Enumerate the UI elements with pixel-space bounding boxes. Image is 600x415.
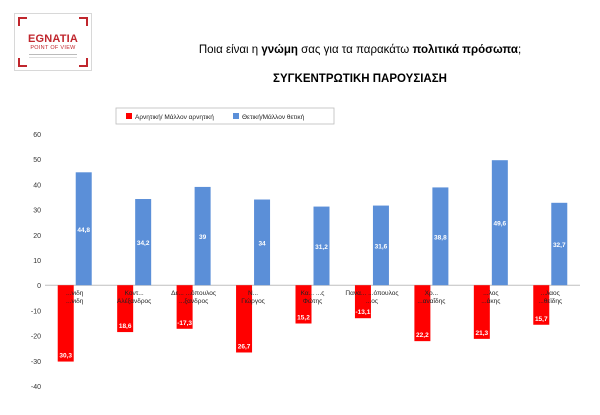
logo-tagline: POINT OF VIEW	[30, 45, 76, 51]
legend-swatch-positive	[233, 113, 239, 119]
category-label-line-2: ...ξανδρος	[179, 298, 208, 305]
title-mid: σας για τα παρακάτω	[297, 44, 413, 56]
y-tick-label: -10	[31, 308, 41, 315]
legend-label-positive: Θετική/Μάλλον θετική	[242, 113, 305, 121]
category-label: Κα... ...ς	[301, 290, 325, 297]
positive-bar	[254, 199, 271, 286]
negative-bar	[533, 285, 550, 325]
negative-bar-data-label: 15,7	[535, 316, 548, 323]
legend-swatch-negative	[126, 113, 132, 119]
category-label-line-2: ...αναΐδης	[417, 297, 445, 305]
title-prefix: Ποια είναι η	[198, 44, 262, 56]
y-tick-label: 20	[33, 233, 41, 240]
category-label-line-2: ...θεϊδης	[538, 298, 562, 305]
positive-bar-data-label: 31,6	[375, 243, 388, 250]
category-label: Ν...	[248, 290, 258, 297]
positive-bar-data-label: 34	[258, 240, 266, 247]
logo-fine-print	[29, 54, 77, 58]
positive-bar	[313, 206, 330, 286]
y-tick-label: -40	[31, 384, 41, 391]
category-label-line-2: ...ος	[366, 298, 378, 305]
negative-bar-data-label: -17,3	[177, 320, 192, 327]
y-tick-label: 50	[33, 157, 41, 164]
negative-bar-data-label: 15,2	[297, 315, 310, 322]
title-bold-1: γνώμη	[261, 44, 298, 56]
positive-bar-data-label: 32,7	[553, 242, 566, 249]
y-tick-label: 10	[33, 258, 41, 265]
category-label-line-2: ...νιδη	[66, 298, 84, 305]
y-tick-label: 40	[33, 182, 41, 189]
positive-bar	[491, 160, 508, 286]
page-subtitle: ΣΥΓΚΕΝΤΡΩΤΙΚΗ ΠΑΡΟΥΣΙΑΣΗ	[273, 73, 447, 85]
negative-bar	[354, 285, 371, 319]
y-tick-label: -30	[31, 359, 41, 366]
positive-bar-data-label: 38,8	[434, 234, 447, 241]
positive-bar-data-label: 31,2	[315, 244, 328, 251]
y-tick-label: -20	[31, 334, 41, 341]
positive-bar	[194, 186, 211, 286]
brand-logo: EGNATIA POINT OF VIEW	[14, 13, 92, 71]
negative-bar-data-label: 22,2	[416, 332, 429, 339]
category-label: Δε... ...όπουλος	[171, 289, 216, 297]
negative-bar	[57, 285, 74, 362]
negative-bar	[236, 285, 253, 353]
page-title: Ποια είναι η γνώμη σας για τα παρακάτω π…	[150, 44, 570, 56]
positive-bar-data-label: 49,6	[494, 221, 507, 228]
category-label: Κοντ...	[125, 290, 144, 297]
negative-bar	[473, 285, 490, 339]
logo-corner	[79, 17, 88, 26]
category-label: ...λαος	[541, 290, 560, 297]
logo-corner	[79, 58, 88, 67]
category-label-line-2: Αλέξανδρος	[117, 297, 151, 305]
positive-bar-data-label: 44,8	[77, 227, 90, 234]
positive-bar	[135, 199, 152, 286]
negative-bar	[414, 285, 431, 342]
category-label: Χρ...	[425, 290, 439, 297]
negative-bar	[117, 285, 134, 333]
legend-box	[115, 107, 335, 125]
negative-bar	[176, 285, 193, 329]
negative-bar-data-label: 30,3	[59, 353, 72, 360]
logo-brand: EGNATIA	[27, 33, 79, 45]
category-label: Πανα... ...όπουλος	[345, 289, 398, 297]
positive-bar-data-label: 39	[199, 234, 207, 241]
negative-bar-data-label: -13,1	[356, 309, 371, 316]
positive-bar	[75, 172, 92, 286]
positive-bar	[372, 205, 389, 286]
category-label: ...νιδη	[66, 290, 84, 297]
logo-corner	[18, 17, 27, 26]
negative-bar-data-label: 18,6	[119, 323, 132, 330]
positive-bar	[432, 187, 449, 286]
category-label-line-2: Γιώργος	[241, 297, 265, 305]
negative-bar-data-label: 26,7	[238, 343, 251, 350]
category-label: ...λος	[483, 290, 498, 297]
category-label-line-2: Φώτης	[303, 297, 322, 305]
positive-bar	[551, 202, 568, 286]
logo-corner	[18, 58, 27, 67]
y-tick-label: 0	[37, 283, 41, 290]
negative-bar-data-label: 21,3	[476, 330, 489, 337]
category-label-line-2: ...άκης	[481, 297, 500, 305]
y-tick-label: 30	[33, 208, 41, 215]
negative-bar	[295, 285, 312, 324]
y-tick-label: 60	[33, 132, 41, 139]
title-bold-2: πολιτικά πρόσωπα	[412, 44, 518, 56]
title-suffix: ;	[517, 44, 522, 56]
legend-label-negative: Αρνητική/ Μάλλον αρνητική	[135, 113, 214, 121]
positive-bar-data-label: 34,2	[137, 240, 150, 247]
